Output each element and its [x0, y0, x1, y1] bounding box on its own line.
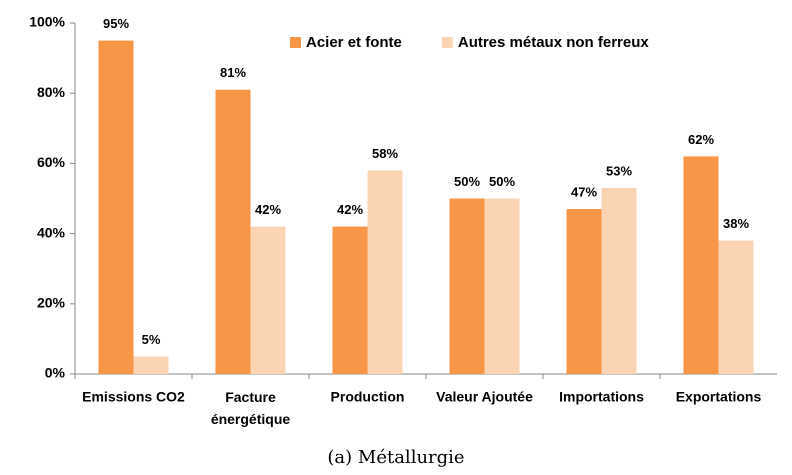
legend-label: Acier et fonte: [306, 34, 402, 51]
bar: [332, 226, 368, 374]
value-label: 95%: [103, 16, 129, 31]
y-tick-label: 80%: [37, 84, 66, 100]
x-tick-label: Importations: [559, 389, 644, 405]
bar: [215, 89, 251, 374]
value-label: 58%: [372, 146, 398, 161]
y-tick-label: 40%: [37, 224, 66, 240]
bar: [566, 209, 602, 374]
x-tick-label: Emissions CO2: [82, 389, 185, 405]
x-tick-label: Production: [331, 389, 405, 405]
caption: (a) Métallurgie: [327, 447, 464, 468]
value-label: 62%: [688, 132, 714, 147]
bar: [98, 40, 134, 375]
bar: [601, 187, 637, 374]
legend-label: Autres métaux non ferreux: [458, 34, 650, 51]
y-tick-label: 60%: [37, 154, 66, 170]
value-label: 53%: [606, 163, 632, 178]
value-label: 81%: [220, 65, 246, 80]
legend-swatch: [441, 37, 453, 48]
y-tick-label: 0%: [45, 365, 66, 381]
bar: [484, 198, 520, 374]
value-label: 50%: [454, 174, 480, 189]
value-label: 38%: [723, 216, 749, 231]
value-label: 47%: [571, 184, 597, 199]
value-label: 5%: [142, 332, 161, 347]
legend-swatch: [290, 37, 301, 48]
bar: [718, 240, 754, 374]
bar: [133, 356, 169, 374]
value-label: 50%: [489, 174, 515, 189]
x-tick-label: Exportations: [676, 389, 762, 405]
x-tick-label: Valeur Ajoutée: [436, 389, 533, 405]
bar: [367, 170, 403, 374]
y-tick-label: 100%: [29, 14, 65, 30]
bar: [449, 198, 485, 374]
value-label: 42%: [337, 202, 363, 217]
bar: [250, 226, 286, 374]
value-label: 42%: [255, 202, 281, 217]
y-tick-label: 20%: [37, 295, 66, 311]
bar: [683, 156, 719, 374]
x-tick-label: Facture énergétique: [211, 389, 291, 427]
